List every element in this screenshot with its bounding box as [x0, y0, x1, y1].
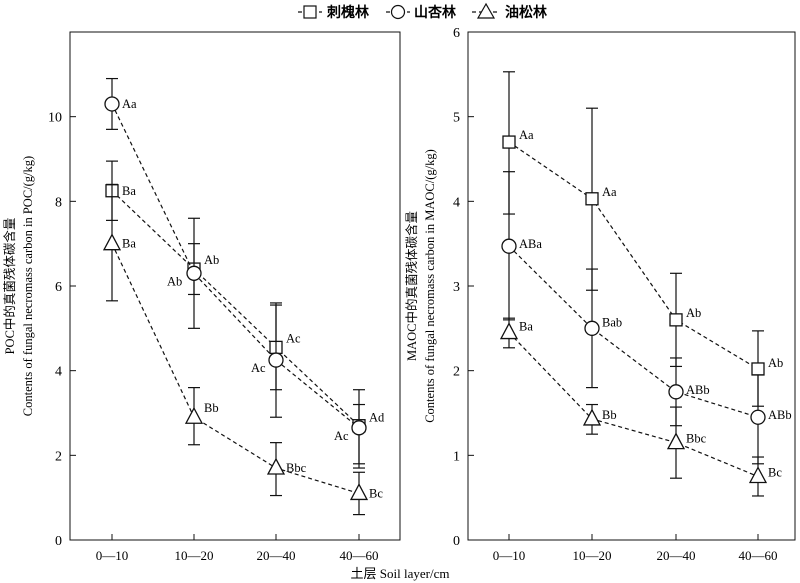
- legend-square-marker: [303, 5, 317, 19]
- significance-label: Aa: [122, 97, 137, 111]
- significance-label: Ba: [519, 320, 533, 334]
- series-square: Aa Aa Ab Ab: [502, 71, 783, 407]
- significance-label: Aa: [602, 185, 617, 199]
- significance-label: Bbc: [286, 461, 307, 475]
- data-point-triangle: [582, 408, 602, 426]
- series-circle: ABa Bab ABb ABb: [501, 171, 792, 465]
- significance-label: Ac: [251, 361, 266, 375]
- y-axis-label-en: Contents of fungal necromass carbon in M…: [423, 149, 437, 423]
- legend-label: 山杏林: [414, 4, 456, 21]
- data-point-square: [669, 313, 683, 327]
- x-tick-label: 10—20: [573, 548, 612, 563]
- data-point-circle: [104, 96, 120, 112]
- x-tick-label: 40—60: [340, 548, 379, 563]
- y-tick-label: 4: [453, 195, 460, 210]
- legend-item-apricot: 山杏林: [386, 4, 456, 21]
- data-point-triangle: [349, 483, 369, 501]
- significance-label: Bbc: [686, 432, 707, 446]
- x-tick-label: 40—60: [739, 548, 778, 563]
- data-point-triangle: [499, 322, 519, 340]
- significance-label: Bb: [204, 401, 219, 415]
- data-point-square: [585, 192, 599, 206]
- significance-label: ABa: [519, 237, 542, 251]
- series-triangle: Ba Bb Bbc Bc: [499, 317, 782, 497]
- significance-label: Ab: [686, 306, 701, 320]
- x-tick-label: 0—10: [96, 548, 129, 563]
- data-point-square: [751, 362, 765, 376]
- series-line: [508, 245, 759, 418]
- y-axis-label-zh: MAOC中的真菌残体碳含量: [404, 211, 419, 361]
- data-point-triangle: [266, 457, 286, 475]
- legend-label: 刺槐林: [327, 4, 369, 21]
- significance-label: Ad: [369, 411, 385, 425]
- x-tick-label: 0—10: [493, 548, 526, 563]
- x-tick-label: 10—20: [175, 548, 214, 563]
- legend-item-robinia: 刺槐林: [298, 4, 369, 21]
- x-tick-label: 20—40: [657, 548, 696, 563]
- significance-label: Ba: [122, 237, 136, 251]
- significance-label: Bab: [602, 315, 622, 329]
- data-point-circle: [584, 320, 600, 336]
- series-circle: Aa Ab Ac Ac: [104, 77, 367, 469]
- y-tick-label: 3: [453, 280, 460, 295]
- legend: 刺槐林 山杏林 油松林: [298, 2, 547, 21]
- data-point-circle: [268, 352, 284, 368]
- data-point-circle: [186, 265, 202, 281]
- data-point-triangle: [102, 233, 122, 251]
- significance-label: Ab: [167, 274, 182, 288]
- y-tick-label: 2: [55, 449, 62, 464]
- y-tick-label: 8: [55, 195, 62, 210]
- series-line: [508, 141, 759, 370]
- y-tick-label: 0: [453, 534, 460, 549]
- legend-circle-marker: [390, 4, 406, 20]
- significance-label: Ba: [122, 184, 136, 198]
- series-triangle: Ba Bb Bbc Bc: [102, 183, 383, 516]
- y-tick-label: 2: [453, 365, 460, 380]
- data-point-triangle: [666, 432, 686, 450]
- x-axis-label: 土层 Soil layer/cm: [351, 566, 450, 581]
- series-line: [111, 243, 360, 495]
- data-point-circle: [668, 384, 684, 400]
- data-point-square: [502, 135, 516, 149]
- data-point-circle: [750, 409, 766, 425]
- legend-label: 油松林: [505, 4, 547, 21]
- y-tick-label: 6: [55, 280, 62, 295]
- data-point-triangle: [184, 406, 204, 424]
- y-tick-label: 5: [453, 111, 460, 126]
- significance-label: Bb: [602, 408, 617, 422]
- y-tick-label: 1: [453, 449, 460, 464]
- poc-panel: 0 2 4 6 8 10 0—10 10—20 20—40 40—60 POC中的真菌残体碳含量 Co…: [2, 31, 401, 563]
- significance-label: Ab: [768, 356, 783, 370]
- series-square: Ba Ab Ac Ad: [105, 160, 385, 465]
- series-line: [508, 332, 759, 478]
- plot-frame: [467, 31, 796, 541]
- significance-label: Ac: [334, 429, 349, 443]
- data-point-circle: [501, 238, 517, 254]
- y-tick-label: 6: [453, 26, 460, 41]
- series-line: [111, 103, 360, 429]
- plot-frame: [69, 31, 401, 541]
- significance-label: Aa: [519, 128, 534, 142]
- significance-label: Ac: [286, 331, 301, 345]
- y-tick-label: 4: [55, 365, 62, 380]
- legend-item-pine: 油松林: [472, 2, 547, 21]
- significance-label: ABb: [686, 383, 710, 397]
- data-point-circle: [351, 420, 367, 436]
- data-point-triangle: [748, 466, 768, 484]
- significance-label: Ab: [204, 253, 219, 267]
- significance-label: Bc: [369, 486, 383, 500]
- y-tick-label: 10: [48, 111, 62, 126]
- maoc-panel: 0 1 2 3 4 5 6 0—10 10—20 20—40 40—60 MAOC中的真菌残体碳含量 C…: [404, 26, 796, 563]
- y-tick-label: 0: [55, 534, 62, 549]
- legend-triangle-marker: [476, 2, 496, 19]
- significance-label: ABb: [768, 408, 792, 422]
- y-axis-label-en: Contents of fungal necromass carbon in P…: [21, 156, 35, 416]
- series-line: [111, 190, 360, 427]
- y-axis-label-zh: POC中的真菌残体碳含量: [2, 218, 17, 355]
- x-tick-label: 20—40: [257, 548, 296, 563]
- significance-label: Bc: [768, 466, 782, 480]
